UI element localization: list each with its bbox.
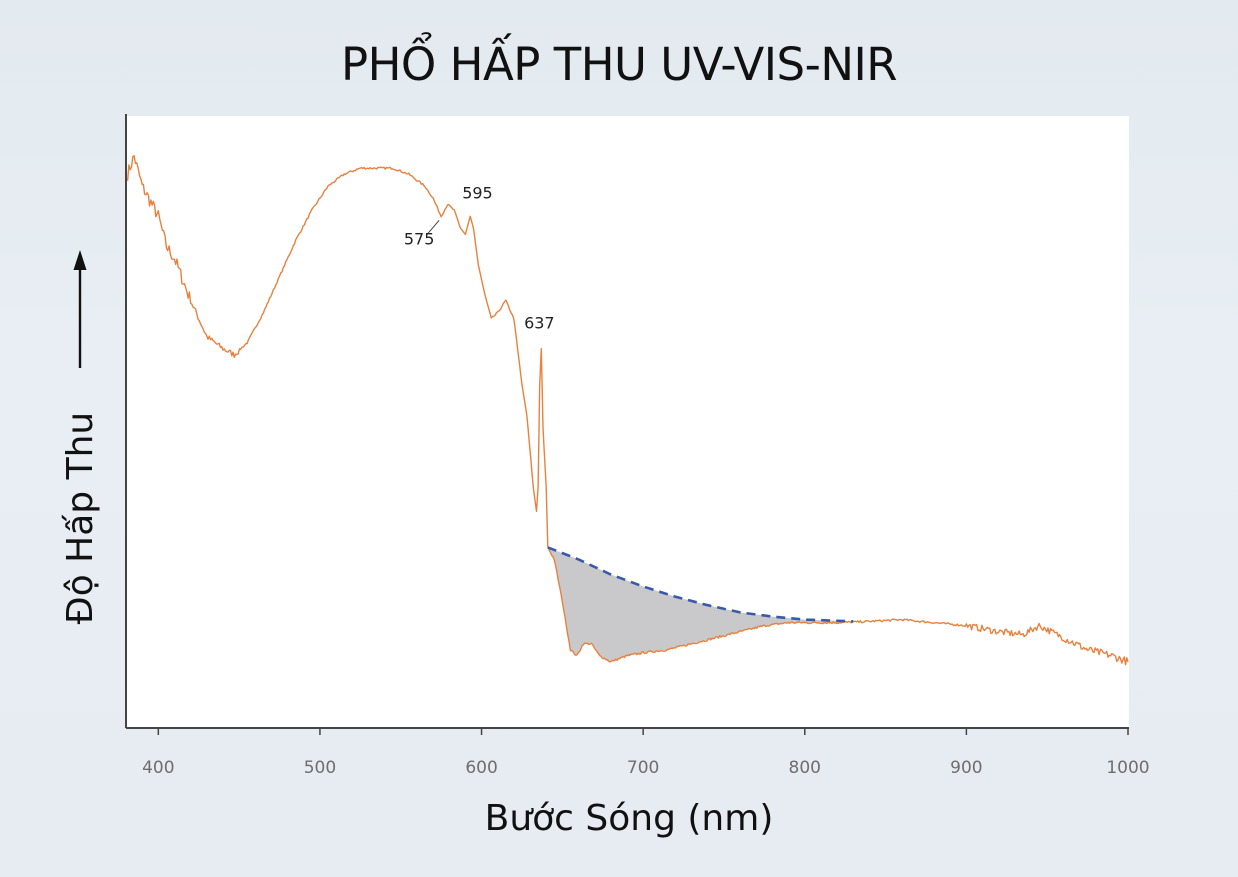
annotation-label-575: 575 [404,229,435,248]
annotation-leader-575 [426,219,440,235]
x-axis-title: Bước Sóng (nm) [485,798,774,839]
spectrum-line [126,155,1129,666]
shaded-area [547,547,854,662]
x-tick-label-500: 500 [304,758,336,778]
y-axis-arrow-icon [73,250,87,368]
x-tick-label-700: 700 [627,758,659,778]
x-tick-label-1000: 1000 [1106,758,1149,778]
annotation-label-595: 595 [462,183,493,202]
x-tick-label-600: 600 [465,758,497,778]
x-tick-label-800: 800 [789,758,821,778]
annotation-label-637: 637 [524,314,555,333]
x-tick-label-400: 400 [142,758,174,778]
y-axis-title: Độ Hấp Thu [60,412,101,624]
chart-title: PHỔ HẤP THU UV-VIS-NIR [340,38,898,91]
baseline-dashed-line [547,546,854,623]
x-tick-label-900: 900 [950,758,982,778]
